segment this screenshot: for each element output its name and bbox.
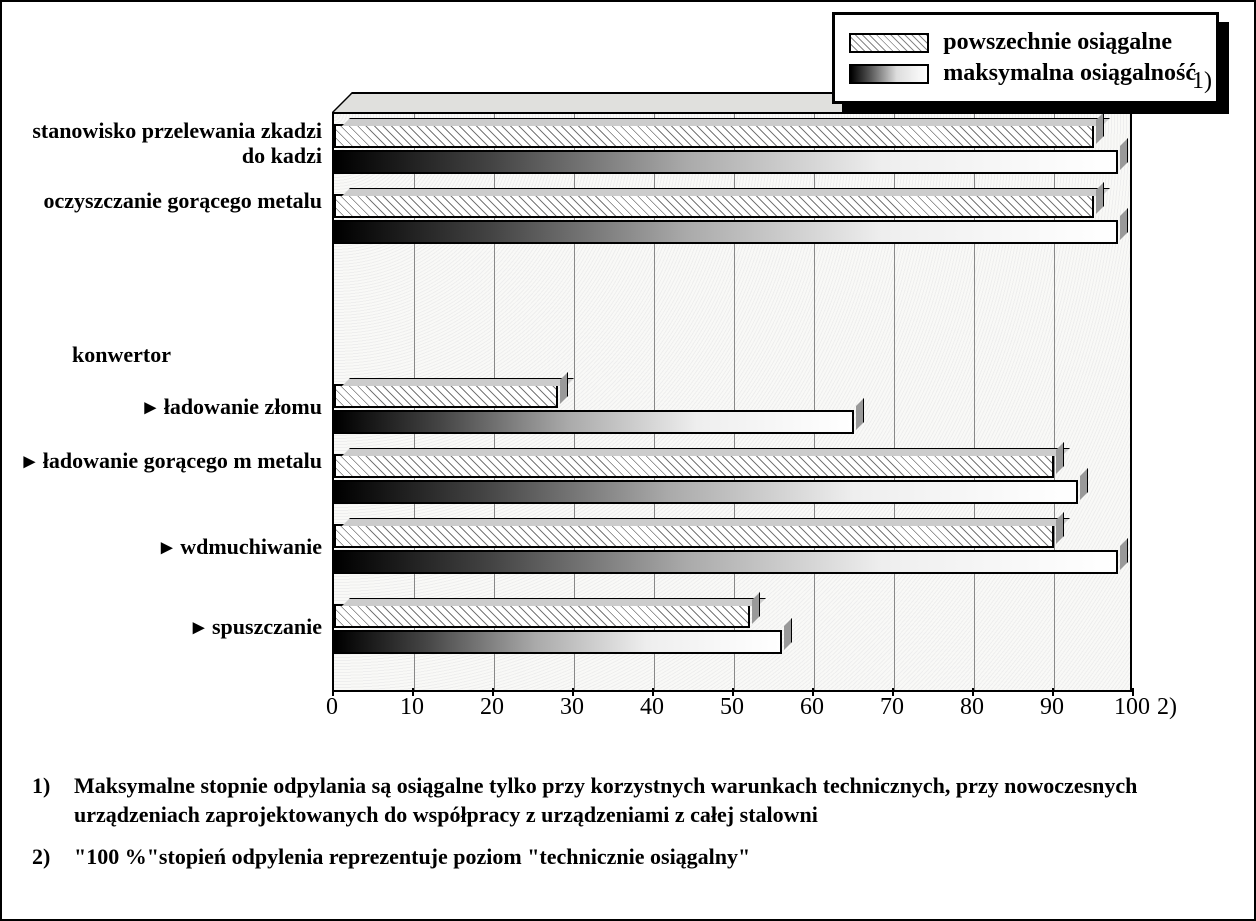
x-axis-note-ref: 2) (1157, 694, 1177, 721)
y-section-label: konwertor (22, 342, 322, 368)
y-label: stanowisko przelewania zkadzi do kadzi (22, 118, 322, 169)
y-label: ▸ wdmuchiwanie (22, 534, 322, 559)
bar-series1 (334, 524, 1054, 548)
footnote-1: 1) Maksymalne stopnie odpylania są osiąg… (32, 772, 1222, 829)
y-label: ▸ ładowanie złomu (22, 394, 322, 419)
x-tick: 20 (472, 694, 512, 721)
y-label-text: spuszczanie (212, 614, 322, 639)
x-tick: 60 (792, 694, 832, 721)
legend-label-2: maksymalna osiągalność (943, 60, 1196, 87)
footnote-2-num: 2) (32, 843, 64, 872)
footnote-2: 2) "100 %"stopień odpylenia reprezentuje… (32, 843, 1222, 872)
bullet-icon: ▸ (193, 614, 204, 639)
bar-series1 (334, 124, 1094, 148)
footnote-1-text: Maksymalne stopnie odpylania są osiągaln… (74, 772, 1222, 829)
x-tick: 10 (392, 694, 432, 721)
legend-label-1: powszechnie osiągalne (943, 29, 1172, 56)
x-tick: 50 (712, 694, 752, 721)
y-label: ▸ spuszczanie (22, 614, 322, 639)
y-label-text: oczyszczanie gorącego metalu (43, 188, 322, 213)
bar-series2 (334, 410, 854, 434)
bullet-icon: ▸ (145, 394, 156, 419)
y-label: ▸ ładowanie gorącego m metalu (22, 448, 322, 473)
legend-row-2: maksymalna osiągalność 1) (849, 60, 1196, 87)
bar-series2 (334, 150, 1118, 174)
plot-area (332, 112, 1132, 692)
footnote-2-text: "100 %"stopień odpylenia reprezentuje po… (74, 843, 750, 872)
bar-series2 (334, 220, 1118, 244)
legend: powszechnie osiągalne maksymalna osiągal… (832, 12, 1219, 104)
chart: stanowisko przelewania zkadzi do kadzi oc… (22, 112, 1232, 742)
bar-series2 (334, 630, 782, 654)
footnote-1-num: 1) (32, 772, 64, 829)
x-tick: 100 (1112, 694, 1152, 721)
bullet-icon: ▸ (24, 448, 35, 473)
x-tick: 40 (632, 694, 672, 721)
x-tick: 80 (952, 694, 992, 721)
legend-swatch-hatched (849, 33, 929, 53)
bar-series2 (334, 550, 1118, 574)
x-tick: 0 (312, 694, 352, 721)
bar-series1 (334, 194, 1094, 218)
y-label: oczyszczanie gorącego metalu (22, 188, 322, 213)
bar-series2 (334, 480, 1078, 504)
x-tick: 90 (1032, 694, 1072, 721)
bar-series1 (334, 384, 558, 408)
y-label-text: ładowanie złomu (164, 394, 322, 419)
legend-note-ref: 1) (1192, 68, 1212, 95)
y-label-text: ładowanie gorącego m metalu (43, 448, 322, 473)
y-label-text: stanowisko przelewania zkadzi do kadzi (32, 118, 322, 168)
x-tick: 30 (552, 694, 592, 721)
bullet-icon: ▸ (161, 534, 172, 559)
y-label-text: wdmuchiwanie (180, 534, 322, 559)
x-tick: 70 (872, 694, 912, 721)
legend-swatch-gradient (849, 64, 929, 84)
bar-series1 (334, 454, 1054, 478)
footnotes: 1) Maksymalne stopnie odpylania są osiąg… (32, 772, 1222, 886)
legend-row-1: powszechnie osiągalne (849, 29, 1196, 56)
x-axis: 0102030405060708090100 (332, 694, 1172, 734)
bar-series1 (334, 604, 750, 628)
